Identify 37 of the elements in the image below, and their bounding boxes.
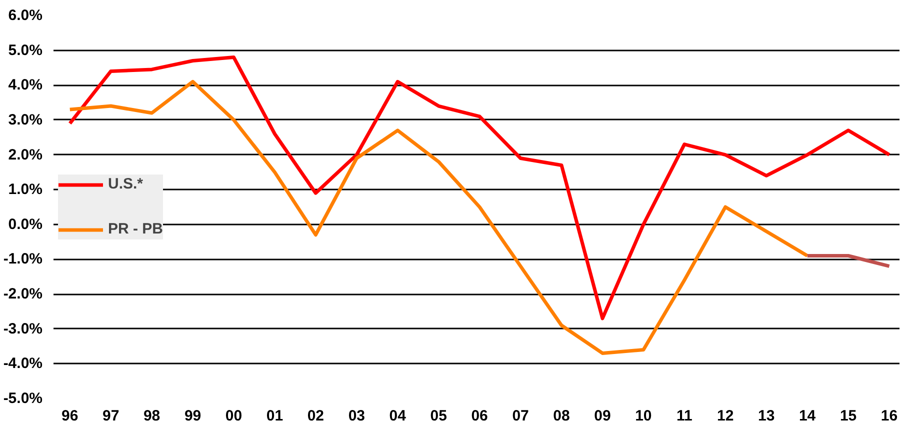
x-tick-label: 06 — [471, 408, 488, 423]
x-tick-label: 14 — [798, 408, 816, 423]
x-tick-label: 07 — [512, 408, 529, 423]
y-tick-label: -4.0% — [3, 355, 43, 372]
y-tick-label: 0.0% — [8, 216, 43, 233]
legend-label: PR - PB — [108, 220, 164, 238]
x-tick-label: 09 — [594, 408, 611, 423]
line-series — [68, 80, 810, 355]
y-tick-label: 3.0% — [8, 111, 43, 128]
x-tick-label: 01 — [266, 408, 284, 423]
legend-label: U.S.* — [108, 176, 144, 192]
y-tick-label: 5.0% — [8, 42, 43, 59]
x-tick-label: 99 — [184, 408, 202, 423]
x-tick-label: 12 — [717, 408, 734, 423]
y-tick-label: -2.0% — [3, 286, 43, 303]
x-tick-label: 04 — [389, 408, 407, 423]
x-tick-label: 00 — [225, 408, 242, 423]
x-tick-label: 97 — [102, 408, 120, 423]
line-series — [68, 56, 892, 320]
x-tick-label: 11 — [676, 408, 692, 423]
y-tick-label: 1.0% — [8, 181, 43, 198]
x-tick-label: 08 — [553, 408, 570, 423]
y-tick-label: 4.0% — [8, 76, 43, 94]
x-tick-label: 15 — [840, 408, 857, 423]
y-tick-label: 6.0% — [8, 7, 43, 24]
y-tick-label: -1.0% — [3, 250, 43, 268]
y-tick-label: -5.0% — [3, 390, 43, 407]
x-tick-label: 96 — [62, 408, 78, 423]
x-tick-label: 16 — [880, 408, 898, 423]
x-tick-label: 10 — [635, 408, 652, 423]
x-tick-label: 05 — [430, 408, 447, 423]
x-tick-label: 03 — [348, 408, 366, 423]
x-tick-label: 02 — [307, 408, 324, 423]
x-tick-label: 98 — [143, 408, 160, 423]
y-tick-label: 2.0% — [8, 146, 43, 164]
x-tick-label: 13 — [758, 408, 775, 423]
y-tick-label: -3.0% — [3, 320, 43, 338]
